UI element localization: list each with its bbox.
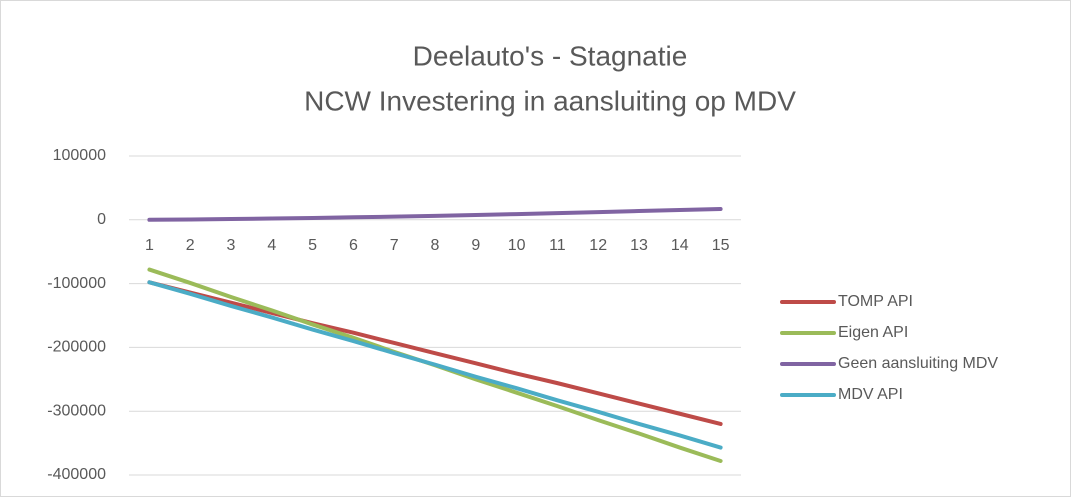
x-tick-label: 4 xyxy=(267,237,276,254)
x-tick-label: 15 xyxy=(712,237,730,254)
legend-label: Geen aansluiting MDV xyxy=(838,355,998,372)
legend-label: Eigen API xyxy=(838,324,908,341)
y-tick-label: -200000 xyxy=(47,339,106,356)
y-tick-label: 0 xyxy=(97,211,106,228)
x-tick-label: 2 xyxy=(186,237,195,254)
x-tick-label: 5 xyxy=(308,237,317,254)
x-tick-label: 1 xyxy=(145,237,154,254)
x-tick-label: 6 xyxy=(349,237,358,254)
legend-label: MDV API xyxy=(838,386,903,403)
series-line xyxy=(147,206,723,222)
legend-label: TOMP API xyxy=(838,293,913,310)
y-tick-label: -400000 xyxy=(47,466,106,483)
x-tick-label: 12 xyxy=(589,237,607,254)
x-tick-label: 9 xyxy=(471,237,480,254)
x-tick-label: 8 xyxy=(431,237,440,254)
x-tick-label: 3 xyxy=(227,237,236,254)
y-tick-label: 100000 xyxy=(53,147,106,164)
chart-title: Deelauto's - Stagnatie xyxy=(413,40,688,71)
series-line xyxy=(147,280,723,426)
series-line xyxy=(147,280,723,450)
x-tick-label: 11 xyxy=(549,237,566,254)
x-tick-label: 10 xyxy=(508,237,526,254)
y-tick-label: -300000 xyxy=(47,402,106,419)
x-tick-label: 7 xyxy=(390,237,399,254)
x-tick-label: 14 xyxy=(671,237,689,254)
chart-subtitle: NCW Investering in aansluiting op MDV xyxy=(304,85,796,116)
x-tick-label: 13 xyxy=(630,237,648,254)
y-tick-label: -100000 xyxy=(47,275,106,292)
